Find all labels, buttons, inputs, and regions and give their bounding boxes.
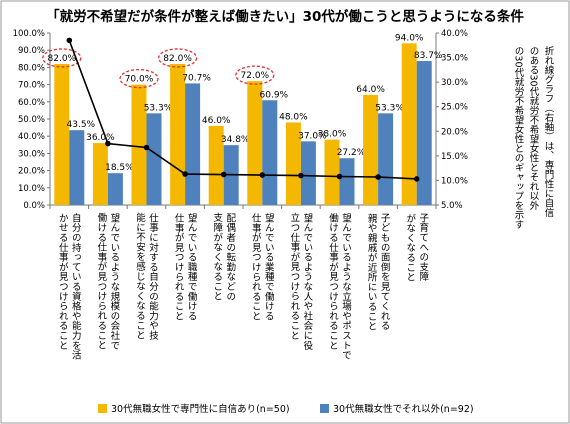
bar-series-2 — [378, 113, 394, 205]
y-tick-label-left: 80.0% — [18, 63, 45, 73]
category-label: 望んでいるような規模の会社で働ける仕事が見つけられること — [95, 212, 120, 350]
data-label-series-2: 60.9% — [260, 90, 289, 100]
data-label-series-1: 82.0% — [163, 54, 192, 64]
y-tick-label-right: 25.0% — [441, 103, 468, 113]
y-tick-label-right: 10.0% — [441, 176, 468, 186]
y-tick-label-left: 60.0% — [18, 98, 45, 108]
legend-swatch-series-1 — [98, 404, 107, 413]
bar-series-1 — [170, 63, 186, 206]
data-label-series-1: 48.0% — [279, 112, 308, 122]
chart-title: 「就労不希望だが条件が整えば働きたい」30代が働こうと思うようになる条件 — [46, 8, 524, 25]
y-tick-label-right: 30.0% — [441, 78, 468, 88]
data-label-series-2: 27.2% — [337, 148, 366, 158]
bar-series-1 — [401, 43, 417, 205]
legend-label-series-1: 30代無職女性で専門性に自信あり(n=50) — [111, 403, 290, 415]
highlight-circle — [42, 48, 82, 68]
y-tick-label-left: 30.0% — [18, 149, 45, 159]
data-label-series-1: 82.0% — [48, 54, 77, 64]
bar-series-2 — [300, 141, 316, 205]
legend-label-series-2: 30代無職女性でそれ以外(n=92) — [333, 403, 474, 415]
y-tick-label-left: 40.0% — [18, 132, 45, 142]
data-label-series-2: 83.7% — [414, 51, 443, 61]
category-label: 望んでいるような人や社会に役立つ仕事が見つけられること — [288, 212, 313, 350]
gap-line-point — [413, 176, 420, 182]
gap-line-point — [298, 172, 304, 179]
data-label-series-1: 72.0% — [241, 71, 270, 81]
category-label: 自分の持っている資格や能力を活かせる仕事が見つけられること — [57, 212, 82, 360]
y-tick-label-left: 70.0% — [18, 81, 45, 91]
bar-series-1 — [247, 81, 263, 205]
y-tick-label-right: 40.0% — [441, 29, 468, 39]
y-tick-label-right: 20.0% — [441, 127, 468, 137]
bar-series-2 — [69, 130, 85, 205]
category-label: 子どもの面倒を見てくれる親や親戚が近所にいること — [366, 212, 391, 330]
data-label-series-2: 43.5% — [67, 120, 96, 130]
gap-line-point — [143, 144, 150, 151]
highlight-circle — [119, 68, 159, 89]
gap-line-point — [220, 171, 227, 178]
gap-line — [68, 40, 417, 180]
data-label-series-2: 70.7% — [182, 73, 211, 83]
bar-series-2 — [185, 83, 201, 205]
y-tick-label-right: 35.0% — [441, 54, 468, 64]
category-label: 望んでいる職種で働ける仕事が見つけられること — [173, 212, 198, 320]
y-tick-label-left: 20.0% — [18, 167, 45, 177]
bar-series-2 — [339, 158, 355, 205]
data-label-series-2: 53.3% — [375, 103, 404, 113]
y-tick-label-left: 0.0% — [23, 201, 45, 211]
gap-line-point — [182, 171, 188, 177]
gap-line-point — [105, 140, 111, 147]
y-tick-label-left: 50.0% — [18, 115, 45, 125]
data-label-series-1: 36.0% — [86, 133, 115, 143]
category-label: 子育てへの支障がなくなること — [404, 212, 429, 282]
data-label-series-2: 34.8% — [221, 135, 250, 145]
bar-series-2 — [107, 173, 123, 205]
highlight-circle — [157, 48, 198, 68]
data-label-series-2: 18.5% — [105, 163, 134, 173]
bar-series-1 — [324, 139, 340, 205]
bar-series-1 — [208, 125, 224, 205]
data-label-series-2: 53.3% — [144, 103, 173, 113]
data-label-series-1: 64.0% — [356, 85, 385, 95]
y-tick-label-left: 90.0% — [18, 46, 45, 56]
bar-series-2 — [146, 113, 162, 205]
data-label-series-1: 38.0% — [318, 130, 347, 140]
category-label: 望んでいる業種で働ける仕事が見つけられること — [250, 212, 275, 320]
gap-line-point — [259, 172, 266, 178]
category-label: 仕事に対する自分の能力や技能に不安を感じなくなること — [134, 212, 159, 341]
y-tick-label-right: 15.0% — [441, 152, 468, 162]
y-tick-label-left: 100.0% — [13, 29, 45, 39]
chart-annotation: 折れ線グラフ（右軸）は、専門性に自信のある30代就労不希望女性とそれ以外の30代… — [513, 45, 555, 229]
category-label: 配偶者の転勤などの支障がなくなること — [211, 212, 236, 301]
highlight-circle — [235, 65, 275, 85]
bar-series-2 — [416, 61, 432, 206]
y-tick-label-left: 10.0% — [18, 184, 45, 194]
data-label-series-1: 70.0% — [125, 75, 154, 85]
category-label: 望んでいるような立場やポストで働ける仕事が見つけられること — [327, 212, 352, 360]
y-tick-label-right: 5.0% — [441, 201, 463, 211]
legend-swatch-series-2 — [320, 404, 329, 413]
gap-line-point — [66, 37, 73, 44]
data-label-series-1: 94.0% — [395, 33, 424, 43]
bar-series-1 — [54, 63, 70, 206]
gap-line-point — [375, 174, 381, 180]
bar-series-2 — [262, 100, 278, 205]
bar-series-1 — [285, 122, 301, 205]
gap-line-point — [336, 173, 343, 180]
bar-series-1 — [92, 143, 108, 205]
data-label-series-1: 46.0% — [202, 116, 231, 126]
bar-series-1 — [131, 84, 147, 205]
data-label-series-2: 37.0% — [298, 131, 327, 141]
